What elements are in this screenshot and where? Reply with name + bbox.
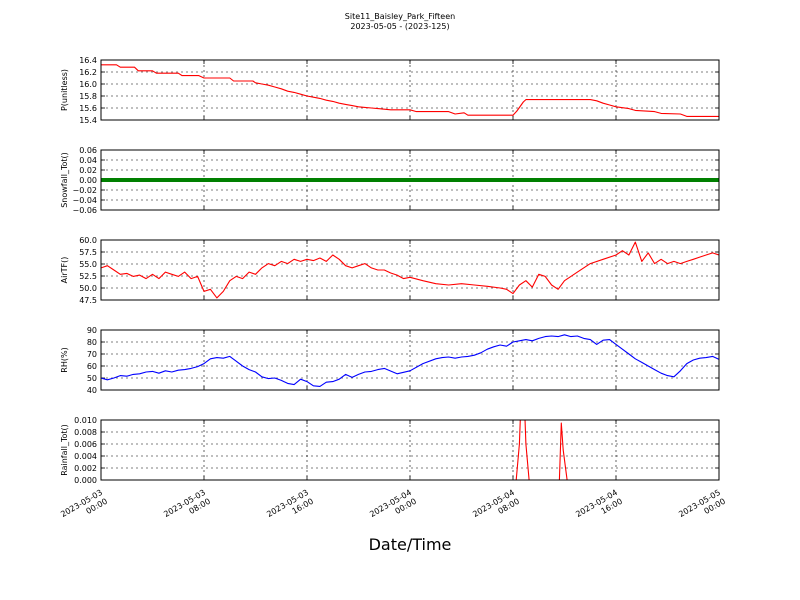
chart-title: Site11_Baisley_Park_Fifteen — [345, 12, 455, 21]
y-tick-label: −0.06 — [72, 206, 97, 215]
y-tick-label: 16.4 — [79, 56, 97, 65]
y-tick-label: 0.06 — [79, 146, 97, 155]
x-tick-label: 2023-05-0416:00 — [574, 488, 624, 528]
y-axis-label-2: Snowfall_Tot() — [60, 152, 69, 208]
y-tick-label: 70 — [87, 350, 97, 359]
panel-4: 90 80 70 60 50 40 RH(%) — [60, 326, 720, 395]
y-tick-label: 0.000 — [74, 476, 97, 485]
y-tick-label: 15.8 — [79, 92, 97, 101]
y-tick-label: 47.5 — [79, 296, 97, 305]
x-tick-label: 2023-05-0400:00 — [368, 488, 418, 528]
y-tick-label: 80 — [87, 338, 97, 347]
y-tick-label: 52.5 — [79, 272, 97, 281]
plot-frame — [100, 59, 720, 121]
y-tick-label: 15.6 — [79, 104, 97, 113]
y-tick-label: 16.0 — [79, 80, 97, 89]
series-line-1 — [101, 64, 719, 117]
y-tick-label: 0.002 — [74, 464, 97, 473]
y-tick-label: 50.0 — [79, 284, 97, 293]
y-tick-label: 0.008 — [74, 428, 97, 437]
y-tick-label: 55.0 — [79, 260, 97, 269]
x-tick-label: 2023-05-0500:00 — [677, 488, 727, 528]
panel-2: 0.060.040.020.00−0.02−0.04−0.06Snowfall_… — [60, 146, 720, 215]
panels: 16.416.216.015.815.615.4P(unitless)0.060… — [60, 56, 720, 485]
y-axis-label-4: RH(%) — [60, 347, 69, 372]
y-tick-label: −0.04 — [72, 196, 97, 205]
y-tick-label: 50 — [87, 374, 97, 383]
y-tick-label: 0.04 — [79, 156, 97, 165]
plot-frame — [100, 149, 720, 211]
x-axis-ticks: 2023-05-0300:00 2023-05-0308:00 2023-05-03… — [59, 488, 727, 528]
plot-frame — [100, 329, 720, 391]
y-tick-label: 0.00 — [79, 176, 97, 185]
plot-frame — [100, 239, 720, 301]
y-tick-label: 16.2 — [79, 68, 97, 77]
y-axis-label-5: Rainfall_Tot() — [60, 424, 69, 476]
y-axis-label-3: AirTF() — [60, 257, 69, 284]
y-tick-label: 90 — [87, 326, 97, 335]
plot-frame — [100, 419, 720, 481]
y-axis-label-1: P(unitless) — [60, 69, 69, 111]
series-line-5 — [101, 420, 719, 480]
panel-5: 0.010 0.008 0.006 0.004 0.002 0.000 Rainfall_T… — [60, 416, 720, 485]
x-tick-label: 2023-05-0300:00 — [59, 488, 109, 528]
y-tick-label: 57.5 — [79, 248, 97, 257]
y-tick-label: 40 — [87, 386, 97, 395]
y-tick-label: 60 — [87, 362, 97, 371]
x-tick-label: 2023-05-0308:00 — [162, 488, 212, 528]
y-tick-label: −0.02 — [72, 186, 97, 195]
x-tick-label: 2023-05-0316:00 — [265, 488, 315, 528]
series-line-3 — [101, 241, 719, 299]
panel-1: 16.4 16.2 16.0 15.8 15.6 15.4 P(unitless) — [60, 56, 720, 125]
y-tick-label: 60.0 — [79, 236, 97, 245]
x-tick-label: 2023-05-0408:00 — [471, 488, 521, 528]
y-tick-label: 0.010 — [74, 416, 97, 425]
x-axis-title: Date/Time — [369, 535, 452, 554]
y-tick-label: 15.4 — [79, 116, 97, 125]
chart-subtitle: 2023-05-05 - (2023-125) — [350, 22, 449, 31]
series-line-4 — [101, 334, 719, 387]
y-tick-label: 0.004 — [74, 452, 97, 461]
y-tick-label: 0.006 — [74, 440, 97, 449]
panel-3: 60.0 57.5 55.0 52.5 50.0 47.5 AirTF() — [60, 236, 720, 305]
y-tick-label: 0.02 — [79, 166, 97, 175]
